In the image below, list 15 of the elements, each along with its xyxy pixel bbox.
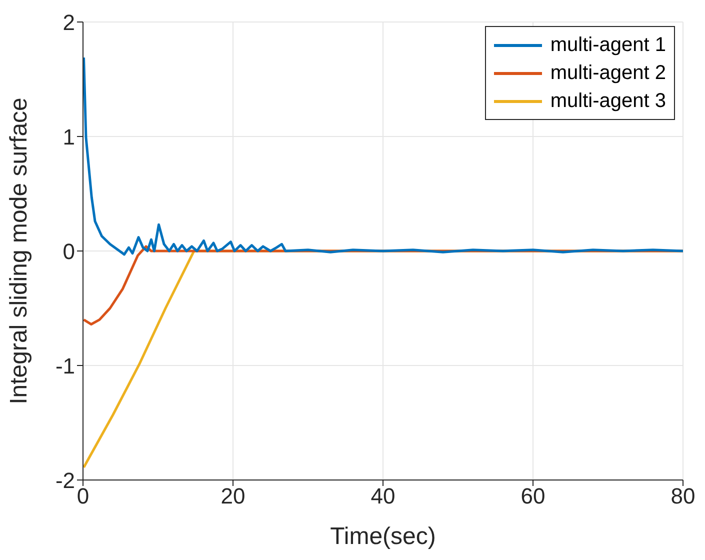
y-axis-title: Integral sliding mode surface — [6, 98, 33, 404]
x-axis-title: Time(sec) — [330, 523, 436, 550]
y-tick-label: -1 — [55, 353, 75, 378]
legend-label: multi-agent 1 — [550, 33, 666, 58]
x-tick-label: 80 — [670, 484, 696, 509]
legend-label: multi-agent 3 — [550, 89, 666, 114]
line-series — [83, 56, 683, 256]
y-tick-label: 1 — [62, 124, 75, 150]
legend-label: multi-agent 2 — [550, 61, 666, 86]
x-tick-label: 40 — [370, 484, 396, 509]
x-tick-label: 60 — [520, 484, 546, 509]
y-tick-label: -2 — [55, 468, 75, 493]
x-tick-label: 20 — [220, 484, 246, 509]
y-tick-label: 0 — [62, 238, 75, 264]
y-tick-label: 2 — [62, 10, 75, 35]
